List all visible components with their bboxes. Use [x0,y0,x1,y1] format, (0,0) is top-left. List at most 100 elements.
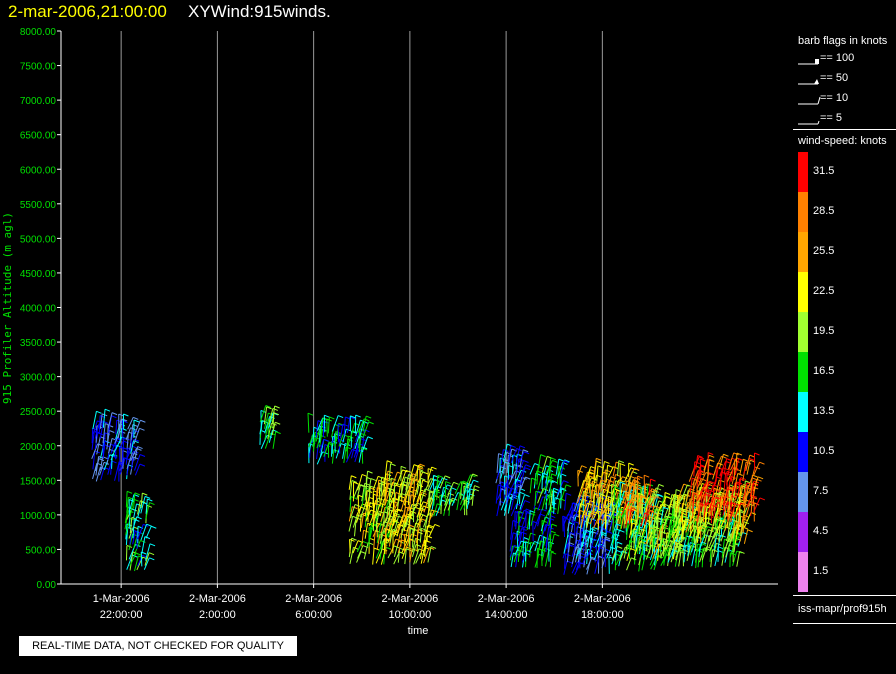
wind-barb-shaft [368,524,374,542]
wind-barb-flag [273,412,280,416]
wind-barb-shaft [640,512,646,527]
wind-barb-shaft [129,499,135,518]
x-tick-label-date: 1-Mar-2006 [93,593,150,605]
wind-barb-shaft [718,454,724,470]
wind-barb-shaft [365,471,369,491]
wind-barb-shaft [514,484,519,499]
wind-barb-flag [664,492,671,495]
wind-barb-flag [621,550,628,554]
wind-barb-shaft [506,454,509,473]
wind-barb-flag [534,540,540,544]
wind-barb-shaft [611,537,614,554]
wind-barb-flag [595,460,602,464]
wind-barb-shaft [611,474,617,488]
wind-barb-flag [754,452,760,456]
wind-barb-shaft [412,480,416,498]
wind-barb-flag [133,419,140,423]
wind-barb-shaft [346,436,349,452]
wind-barb-shaft [396,493,402,507]
wind-barb-shaft [692,508,695,528]
wind-barb-shaft [582,552,589,564]
wind-barb-shaft [337,424,340,442]
wind-barb-shaft [624,494,628,509]
wind-barb-flag [337,415,344,419]
wind-barb-shaft [100,456,104,471]
wind-barb-flag [643,474,650,478]
speed-bin-label: 28.5 [813,205,835,217]
wind-barb-shaft [731,482,736,498]
wind-barb-shaft [264,432,272,449]
wind-barb-shaft [127,417,134,430]
wind-barb-shaft [100,440,106,459]
wind-barb-shaft [592,508,599,520]
wind-barb-shaft [530,507,536,526]
wind-barb-shaft [675,536,683,549]
wind-barb-shaft [349,539,351,554]
barb-symbol-flag [815,59,819,64]
wind-barb-shaft [132,530,136,545]
wind-barb-shaft [349,480,353,500]
wind-barb-shaft [126,497,129,513]
wind-barb-shaft [537,454,542,473]
wind-barb-flag [405,469,412,473]
wind-barb-flag [644,544,651,548]
wind-barb-shaft [744,512,752,528]
wind-barb-shaft [360,512,365,529]
wind-barb-shaft [659,507,665,525]
wind-barb-shaft [649,513,655,525]
wind-barb-flag [573,502,579,506]
wind-barb-shaft [124,506,129,524]
wind-barb-shaft [582,521,586,538]
wind-barb-shaft [564,553,566,569]
wind-barb-shaft [467,473,474,488]
wind-barb-shaft [541,456,548,473]
wind-barb-flag [422,479,428,483]
wind-barb-shaft [343,446,347,464]
wind-barb-shaft [607,476,612,492]
wind-barb-shaft [650,555,658,570]
wind-barb-shaft [687,542,691,556]
wind-barb-shaft [503,452,508,468]
wind-barb-shaft [541,537,547,552]
wind-barb-shaft [746,482,754,496]
wind-barb-shaft [614,493,621,508]
wind-barb-flag [548,549,554,553]
y-tick-label: 0.00 [37,580,57,591]
wind-barb-shaft [133,503,137,518]
wind-barb-flag [550,551,557,555]
wind-barb-shaft [623,544,628,559]
wind-barb-shaft [130,448,137,462]
wind-barb-shaft [631,481,636,501]
x-tick-label-date: 2-Mar-2006 [381,593,438,605]
wind-barb-flag [472,473,478,477]
wind-barb-flag [351,537,357,541]
wind-barb-shaft [695,490,700,507]
wind-barb-shaft [663,530,671,546]
wind-barb-shaft [268,412,274,429]
wind-barb-flag [707,452,714,456]
wind-barb-shaft [458,480,464,496]
wind-barb-flag [564,459,570,463]
wind-barb-shaft [563,560,568,575]
wind-barb-shaft [628,479,635,495]
wind-barb-shaft [628,496,637,512]
wind-barb-shaft [409,548,413,563]
wind-barb-shaft [519,449,524,468]
wind-barb-shaft [667,530,673,546]
x-tick-label-date: 2-Mar-2006 [285,593,342,605]
wind-barb-shaft [605,465,609,483]
wind-barb-flag [512,545,518,549]
wind-barb-shaft [673,498,676,518]
wind-barb-flag [759,497,766,501]
speed-color-swatch [798,512,808,552]
wind-barb-shaft [99,462,105,476]
wind-barb-shaft [552,488,555,506]
wind-barb-shaft [358,446,363,463]
wind-barb-flag [653,489,659,493]
wind-barb-shaft [107,424,109,445]
wind-barb-shaft [350,504,356,519]
wind-barb-flag [98,458,105,462]
wind-barb-flag [421,491,427,495]
wind-barb-shaft [396,533,401,548]
wind-barb-shaft [685,488,690,502]
